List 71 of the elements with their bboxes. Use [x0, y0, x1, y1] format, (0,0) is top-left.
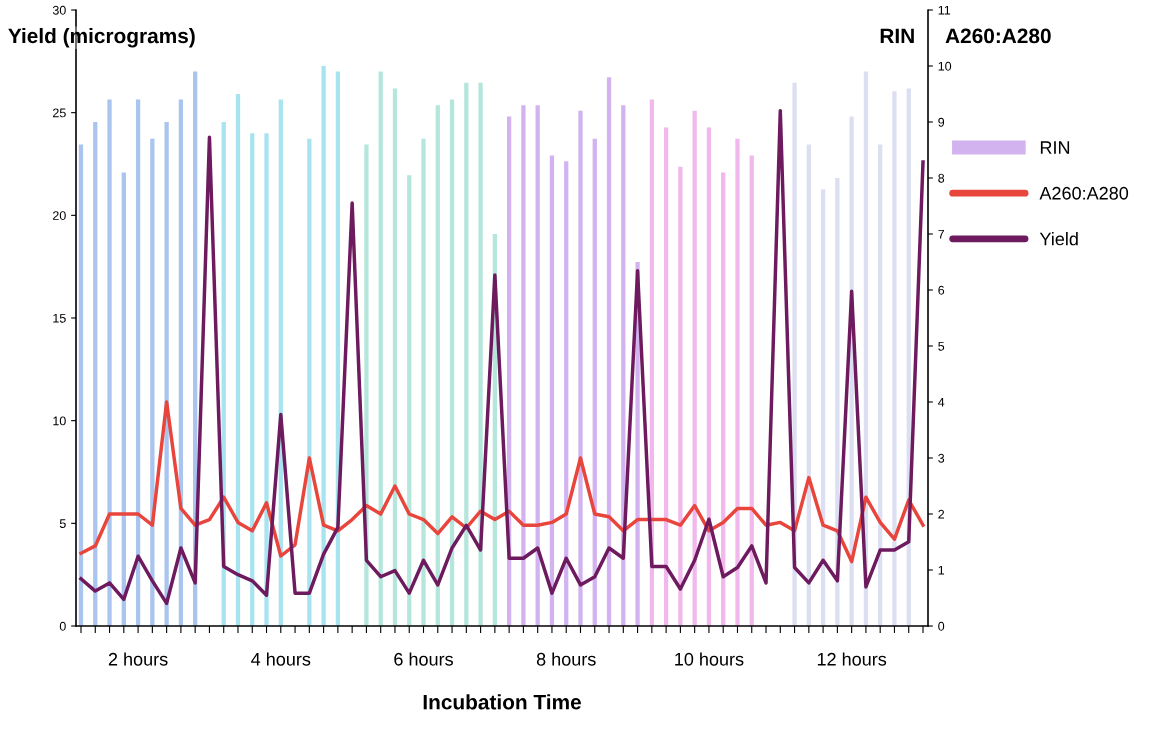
bar	[235, 94, 241, 626]
line-series	[79, 108, 925, 606]
y2-tick-label: 2	[938, 509, 945, 519]
bar	[449, 99, 455, 626]
bar	[121, 172, 126, 626]
bar	[678, 166, 683, 626]
bar	[250, 133, 255, 626]
y-tick-label: 0	[59, 621, 66, 631]
bar	[892, 91, 897, 626]
bar	[749, 155, 754, 626]
x-tick-label: 8 hours	[536, 652, 596, 666]
bar	[264, 133, 269, 626]
bar	[421, 138, 426, 626]
bar	[364, 144, 369, 626]
x-tick-label: 4 hours	[251, 652, 311, 666]
y-tick-label: 30	[52, 5, 66, 15]
legend-label: RIN	[1040, 141, 1070, 154]
line-series	[79, 400, 925, 564]
x-axis-title: Incubation Time	[423, 694, 581, 710]
bar	[93, 122, 98, 626]
y2-tick-label: 0	[938, 621, 945, 631]
y2-tick-label: 11	[938, 5, 951, 15]
bar	[435, 105, 440, 626]
bar	[835, 178, 840, 626]
y2-tick-label: 6	[938, 285, 945, 295]
bar	[549, 155, 555, 626]
bar	[378, 71, 383, 626]
y2-tick-label: 8	[938, 173, 945, 183]
y2-tick-label: 7	[938, 229, 945, 239]
bar	[564, 161, 569, 626]
y2-tick-label: 10	[938, 61, 952, 71]
bar	[806, 144, 811, 626]
bar	[392, 88, 398, 626]
bar	[663, 127, 669, 626]
bar	[606, 77, 612, 626]
y2-axis-title: RIN	[880, 28, 914, 44]
x-tick-label: 6 hours	[394, 652, 453, 666]
bar	[321, 66, 326, 626]
bar	[592, 138, 597, 626]
bar	[706, 127, 712, 626]
bar	[878, 144, 883, 626]
y-tick-label: 10	[53, 416, 66, 426]
bar	[721, 172, 726, 626]
y2-tick-label: 3	[938, 453, 945, 463]
legend-label: A260:A280	[1039, 186, 1129, 200]
y-tick-label: 5	[59, 519, 66, 528]
bar	[107, 99, 112, 626]
y-tick-label: 20	[53, 211, 66, 220]
y-tick-label: 15	[53, 313, 66, 323]
x-tick-label: 2 hours	[108, 652, 168, 666]
bar	[820, 189, 826, 626]
y2-tick-label: 9	[938, 117, 945, 127]
bar	[135, 99, 141, 626]
y-tick-label: 25	[53, 108, 66, 118]
bar	[407, 175, 412, 626]
bar	[535, 105, 540, 626]
bar	[521, 105, 526, 626]
bar	[464, 82, 469, 626]
bar	[692, 110, 697, 626]
y2-tick-label: 5	[938, 341, 945, 351]
bar	[478, 82, 483, 626]
bar	[735, 138, 740, 626]
bar	[164, 122, 169, 626]
x-tick-label: 10 hours	[675, 652, 744, 666]
bar	[78, 144, 84, 626]
text: A260:A280	[945, 28, 1051, 44]
x-tick-label: 12 hours	[817, 652, 887, 666]
y2-tick-label: 1	[938, 565, 945, 575]
bar	[578, 110, 583, 626]
y2-tick-label: 4	[938, 397, 945, 407]
legend-label: Yield	[1039, 232, 1078, 246]
